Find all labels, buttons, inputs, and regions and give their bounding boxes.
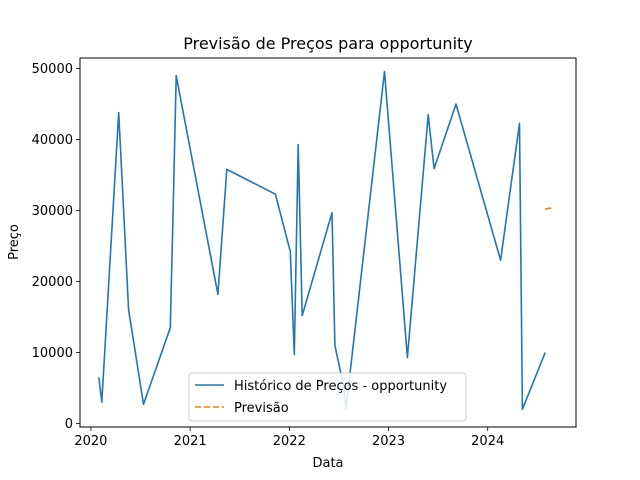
series-line-1 (545, 206, 554, 210)
y-axis-label: Preço (7, 224, 22, 260)
x-tick-label: 2024 (471, 434, 504, 449)
x-tick-label: 2020 (74, 434, 107, 449)
plot-area-frame (79, 57, 577, 428)
chart-title: Previsão de Preços para opportunity (183, 34, 473, 53)
y-tick-label: 50000 (32, 62, 73, 77)
y-tick-label: 20000 (32, 275, 73, 290)
y-tick-label: 40000 (32, 133, 73, 148)
y-tick-label: 0 (65, 417, 73, 432)
series-line-0 (98, 70, 546, 411)
legend-label-previsao: Previsão (234, 401, 289, 416)
legend-label-historico: Histórico de Preços - opportunity (234, 379, 447, 394)
x-tick-label: 2023 (372, 434, 405, 449)
series-group (98, 70, 554, 411)
x-tick-label: 2022 (273, 434, 306, 449)
legend: Histórico de Preços - opportunity Previs… (188, 372, 467, 422)
y-tick-label: 10000 (32, 346, 73, 361)
y-tick-label: 30000 (32, 204, 73, 219)
x-tick-label: 2021 (174, 434, 207, 449)
x-axis-label: Data (312, 456, 343, 471)
legend-box (188, 372, 467, 422)
x-axis: 2020 2021 2022 2023 2024 (74, 427, 504, 449)
y-axis: 0 10000 20000 30000 40000 50000 (32, 62, 80, 432)
